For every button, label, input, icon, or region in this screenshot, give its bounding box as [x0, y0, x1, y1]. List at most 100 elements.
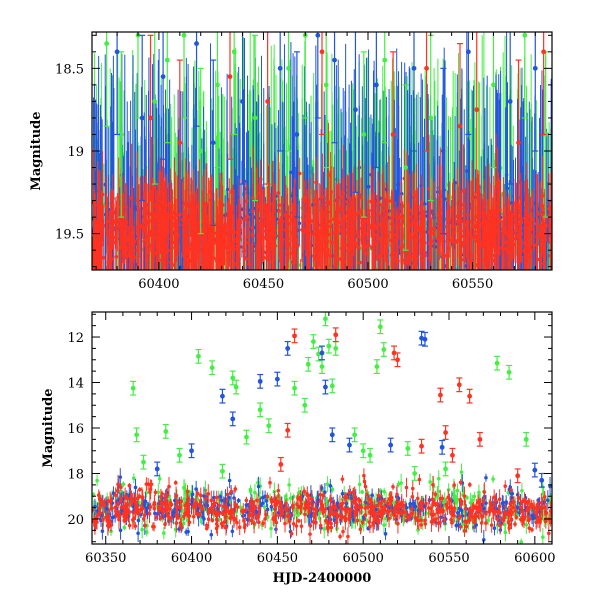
top-red-point — [231, 246, 235, 251]
top-tick-marks — [92, 32, 552, 270]
top-red-point — [141, 225, 145, 230]
top-red-point — [292, 222, 297, 227]
bottom-green-point — [325, 482, 330, 486]
bottom-green-point — [503, 522, 507, 527]
top-red-point — [490, 234, 495, 238]
top-green-point — [217, 272, 221, 276]
top-red-point — [183, 261, 187, 266]
top-red-point — [192, 279, 196, 283]
top-red-point — [493, 214, 498, 219]
top-red-point — [314, 180, 319, 185]
top-green-point — [164, 57, 170, 63]
bottom-green-point — [162, 531, 166, 535]
top-green-point — [458, 271, 462, 275]
top-blue-point — [114, 49, 120, 55]
top-red-point — [251, 196, 255, 200]
bottom-green-point — [428, 480, 432, 484]
top-red-point — [288, 215, 292, 219]
top-red-point — [93, 278, 97, 282]
top-blue-point — [240, 99, 245, 104]
top-red-point — [415, 256, 420, 261]
bottom-green-point — [503, 530, 508, 535]
top-red-point — [272, 233, 276, 237]
top-red-point — [108, 235, 113, 240]
top-green-point — [428, 115, 434, 121]
top-red-point — [414, 207, 419, 212]
top-red-point — [301, 217, 306, 222]
top-red-point — [401, 244, 405, 248]
top-red-point — [516, 233, 520, 238]
bottom-green-point — [269, 526, 273, 531]
top-red-point — [164, 203, 168, 207]
top-blue-point — [425, 214, 429, 218]
top-red-point — [382, 224, 387, 228]
top-red-point — [365, 251, 370, 256]
bottom-green-point — [284, 494, 288, 499]
bottom-green-point — [256, 480, 260, 485]
bottom-plot-area — [92, 312, 552, 544]
top-red-point — [144, 208, 149, 213]
top-red-band — [92, 122, 552, 283]
bottom-green-point — [451, 492, 456, 497]
bottom-green-point — [288, 496, 293, 500]
top-red-point — [120, 277, 124, 281]
top-green-point — [382, 57, 388, 63]
top-red-point — [135, 198, 140, 202]
top-red-point — [111, 240, 116, 245]
top-red-point — [313, 256, 317, 261]
top-red-point — [326, 173, 331, 177]
bottom-green-point — [436, 476, 441, 481]
top-blue-point — [192, 272, 196, 276]
top-red-point — [335, 255, 340, 259]
top-red-point — [117, 224, 121, 229]
top-red-point — [207, 255, 212, 260]
top-y-tick-label: 18.5 — [55, 62, 84, 77]
top-red-point — [157, 222, 161, 226]
top-red-point — [492, 253, 497, 258]
top-green-point — [491, 82, 496, 88]
top-red-point — [261, 249, 266, 254]
top-red-point — [396, 226, 400, 230]
top-blue-point — [132, 204, 137, 209]
top-blue-point — [366, 184, 371, 189]
top-red-point — [230, 229, 235, 234]
top-red-point — [428, 223, 433, 228]
top-blue-point — [332, 57, 337, 63]
top-red-point — [336, 220, 341, 225]
top-red-point — [325, 239, 330, 244]
top-red-point — [466, 213, 470, 217]
top-red-point — [160, 223, 165, 228]
top-red-point — [525, 203, 530, 208]
bottom-green-point — [182, 497, 186, 501]
top-red-point — [457, 123, 463, 129]
top-y-axis-label: Magnitude — [29, 111, 44, 190]
top-red-point — [224, 245, 228, 249]
top-red-point — [487, 210, 491, 215]
top-green-point — [323, 82, 329, 88]
bottom-panel: 60350 60400 60450 60500 60550 60600 12 1… — [41, 311, 556, 586]
top-red-point — [124, 220, 129, 225]
top-red-point — [412, 253, 417, 258]
top-blue-point — [294, 132, 300, 137]
top-red-point — [390, 132, 396, 137]
top-blue-point — [411, 65, 417, 71]
top-red-point — [420, 200, 424, 205]
bottom-green-point — [357, 482, 362, 487]
top-red-point — [122, 241, 127, 246]
top-red-point — [384, 216, 388, 220]
top-red-point — [108, 244, 112, 248]
top-red-point — [165, 250, 169, 254]
top-red-point — [120, 222, 125, 226]
top-x-tick-label: 60450 — [243, 277, 284, 292]
top-blue-point — [453, 180, 457, 185]
top-red-point — [436, 276, 440, 280]
top-blue-point — [507, 99, 513, 104]
top-red-point — [128, 254, 133, 258]
top-red-point — [387, 199, 392, 203]
bottom-blue-point — [427, 498, 432, 502]
top-red-point — [461, 203, 466, 207]
top-red-point — [196, 239, 201, 244]
top-red-point — [535, 235, 540, 239]
